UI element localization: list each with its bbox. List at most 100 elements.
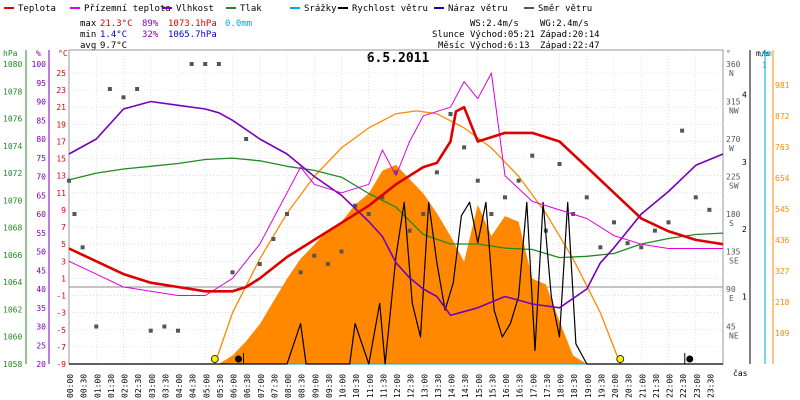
moon-label: Měsíc [438,41,465,51]
sunrise-time: Východ:05:21 [470,30,535,40]
tick-dir: 45 [726,323,736,332]
tick-time: 05:30 [216,374,225,398]
tick-time: 07:00 [257,374,266,398]
legend-label: Přízemní teplota [84,4,171,14]
wind-direction-point [680,128,685,133]
wind-direction-point [162,324,167,329]
legend-label: Teplota [18,4,56,14]
series-line [69,201,723,365]
wind-direction-point [530,153,535,158]
wind-direction-point [557,162,562,166]
series-line [68,157,724,259]
wind-direction-point [135,87,140,91]
tick-time: 12:30 [407,374,416,398]
wind-direction-point [257,262,262,266]
dir-unit: ° [726,49,731,58]
tick-time: 10:00 [339,374,348,398]
tick-time: 15:00 [475,374,484,398]
tick-dir: 225 [726,173,741,182]
wind-direction-point [693,195,698,200]
tick-compass: SE [729,257,739,266]
wind-direction-point [639,245,644,250]
legend-label: Směr větru [538,4,592,14]
tick-pct: 80 [36,135,46,144]
tick-time: 18:30 [570,374,579,398]
tick-time: 22:00 [666,374,675,398]
tick-ms: 4 [742,90,747,99]
tick-degc: -1 [56,292,66,301]
tick-pct: 20 [36,360,46,369]
tick-ms: 3 [742,158,747,167]
tick-time: 10:30 [352,374,361,398]
stat-avg-label: avg [80,41,96,51]
tick-time: 13:00 [420,374,429,398]
tick-time: 02:30 [134,374,143,398]
wind-direction-point [598,245,603,250]
wind-direction-point [666,220,671,225]
tick-hpa: 1062 [3,305,22,314]
series-line [68,100,724,317]
stat-max-hum: 89% [142,19,159,29]
tick-pct: 90 [36,98,46,107]
tick-time: 04:00 [175,374,184,398]
wind-direction-point [394,170,398,175]
wind-direction-point [339,249,344,254]
tick-wm2: 327 [775,267,790,276]
tick-pct: 85 [36,116,46,125]
tick-pct: 100 [32,60,47,69]
wind-gust-info: WG:2.4m/s [540,19,589,29]
sunset-time: Západ:20:14 [540,30,600,40]
tick-dir: 135 [726,248,741,257]
tick-time: 08:30 [298,374,307,398]
tick-time: 07:30 [270,374,279,398]
tick-ms: 2 [742,225,747,234]
sunset-marker [616,355,625,363]
plot-area [67,62,724,365]
stat-avg-temp: 9.7°C [100,41,127,51]
tick-hpa: 1080 [3,60,22,69]
wind-direction-point [244,137,249,141]
tick-pct: 70 [36,173,46,182]
stat-max-press: 1073.1hPa [168,19,217,29]
tick-wm2: 436 [775,236,790,245]
tick-hpa: 1064 [3,278,22,287]
tick-time: 00:00 [66,374,75,398]
legend-label: Tlak [240,4,262,14]
tick-degc: 17 [56,137,66,146]
tick-compass: W [729,144,734,153]
wind-direction-point [366,212,371,216]
tick-ms: 1 [742,293,747,302]
tick-compass: SW [729,182,739,191]
tick-time: 16:00 [502,374,511,398]
tick-pct: 40 [36,285,46,294]
tick-pct: 25 [36,341,46,350]
wind-direction-point [107,87,112,91]
tick-time: 12:00 [393,374,402,398]
ms-unit: m/s [756,49,771,58]
tick-time: 16:30 [516,374,525,398]
tick-degc: 9 [61,206,66,215]
wind-direction-point [625,241,630,246]
wind-direction-point [121,95,126,100]
wind-direction-point [72,212,77,216]
sun-theoretical-curve [214,110,621,365]
tick-degc: 21 [56,103,66,112]
tick-compass: NE [729,332,739,341]
wind-direction-point [312,253,317,258]
stat-min-label: min [80,30,96,40]
tick-dir: 90 [726,285,736,294]
tick-compass: S [729,219,734,228]
wind-direction-point [407,228,412,233]
legend-label: Srážky [304,4,337,14]
legend: Teplota Přízemní teplota Vlhkost Tlak Srážky… [4,4,592,14]
stat-max-temp: 21.3°C [100,19,133,29]
wind-direction-point [189,62,194,66]
wind-direction-point [353,203,358,208]
tick-wm2: 545 [775,205,790,214]
degc-unit: °C [58,49,68,58]
wind-direction-point [271,237,276,241]
hpa-unit: hPa [3,49,18,58]
tick-hpa: 1078 [3,87,22,96]
tick-mm: 1 [762,61,767,70]
tick-wm2: 109 [775,329,790,338]
